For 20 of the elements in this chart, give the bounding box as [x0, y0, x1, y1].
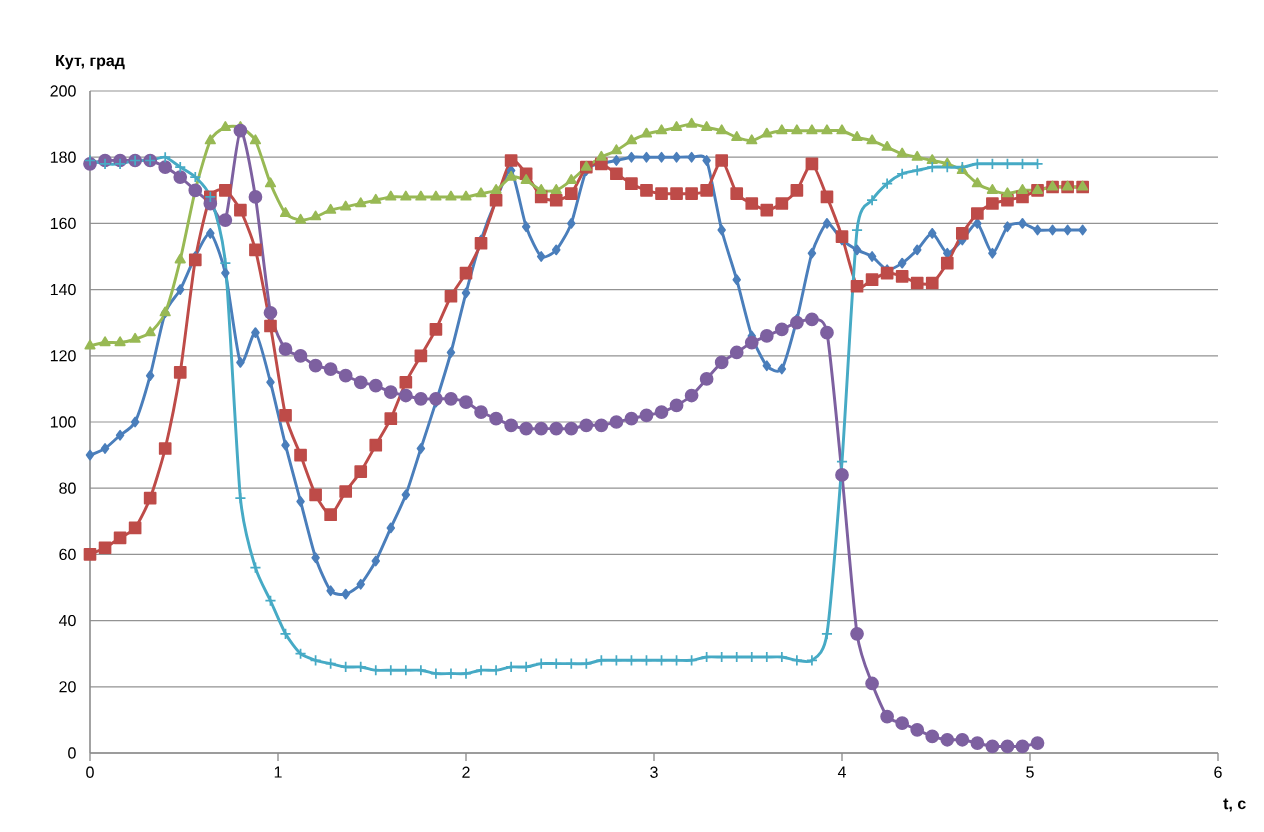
y-tick-label: 60 [59, 548, 76, 561]
y-tick-label: 100 [50, 416, 76, 428]
y-tick-label: 0 [68, 747, 76, 759]
x-tick-label: 3 [650, 766, 658, 778]
y-tick-label: 200 [50, 85, 76, 97]
x-axis-title: t, c [1223, 798, 1246, 812]
y-axis-title: Кут, град [56, 55, 125, 70]
x-tick-label: 1 [274, 766, 282, 778]
x-tick-label: 0 [86, 766, 94, 778]
x-tick-label: 5 [1026, 766, 1034, 778]
y-tick-label: 140 [50, 283, 76, 296]
y-tick-label: 20 [59, 681, 76, 693]
y-tick-label: 180 [50, 151, 76, 163]
y-tick-label: 120 [50, 350, 76, 362]
x-tick-label: 4 [837, 766, 846, 778]
y-tick-label: 80 [59, 482, 76, 494]
y-tick-label: 160 [50, 217, 76, 230]
x-tick-label: 6 [1214, 766, 1222, 778]
x-tick-label: 2 [462, 766, 470, 778]
y-tick-label: 40 [58, 614, 76, 627]
